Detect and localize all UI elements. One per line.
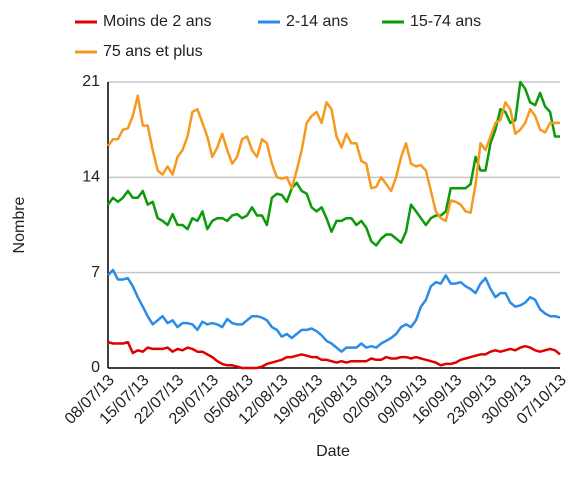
series-line <box>107 340 561 370</box>
legend-label: 15-74 ans <box>410 13 481 30</box>
y-tick-label: 7 <box>91 264 100 281</box>
legend-label: 2-14 ans <box>286 13 348 30</box>
legend-label: Moins de 2 ans <box>103 13 212 30</box>
series-line <box>106 94 560 223</box>
y-tick-label: 0 <box>91 359 100 376</box>
series-line <box>107 268 561 353</box>
series-line <box>106 80 560 247</box>
legend-label: 75 ans et plus <box>103 43 203 60</box>
y-axis-label: Nombre <box>11 196 28 253</box>
y-tick-label: 21 <box>82 73 100 90</box>
x-axis-label: Date <box>316 443 350 460</box>
y-tick-label: 14 <box>82 169 100 186</box>
